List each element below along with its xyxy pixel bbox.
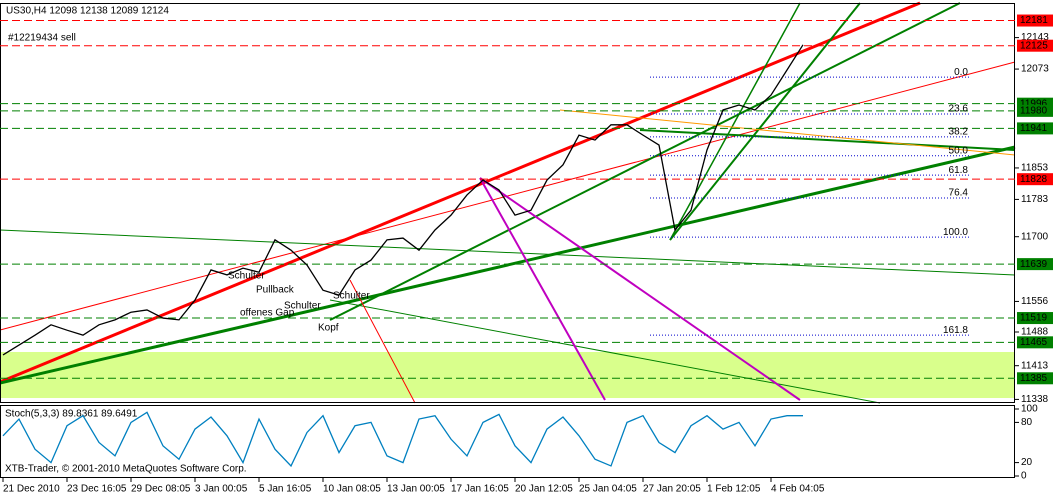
level-tag	[1017, 122, 1053, 135]
level-tag	[1017, 104, 1053, 117]
resistance-line	[479, 177, 606, 401]
fib-label: 76.4	[949, 188, 969, 199]
level-label: 11941	[1020, 123, 1048, 134]
fan-line	[329, 299, 881, 404]
level-tag	[1017, 372, 1053, 385]
y-tick-label: 100	[1021, 404, 1038, 415]
order-label: #12219434 sell	[8, 33, 76, 44]
y-tick-label: 20	[1021, 457, 1033, 468]
fan-line	[0, 229, 1016, 276]
level-label: 11385	[1020, 373, 1048, 384]
fib-label: 38.2	[949, 127, 969, 138]
pattern-annotation: Schulter	[333, 291, 370, 302]
channel-line	[0, 1, 921, 384]
support-line	[329, 2, 961, 321]
level-label: 11465	[1020, 337, 1048, 348]
x-tick-label: 10 Jan 08:05	[323, 484, 381, 495]
level-label: 12125	[1020, 40, 1048, 51]
level-tag	[1017, 312, 1053, 325]
y-tick-label: 11413	[1021, 360, 1049, 371]
x-tick-label: 25 Jan 04:05	[579, 484, 637, 495]
x-tick-label: 13 Jan 00:05	[387, 484, 445, 495]
y-tick-label: 11700	[1021, 231, 1049, 242]
y-tick-label: 11338	[1021, 394, 1049, 405]
pattern-annotation: Schulter	[284, 301, 321, 312]
fib-label: 50.0	[949, 145, 969, 156]
price-line	[2, 44, 804, 356]
price-line	[2, 411, 803, 468]
x-tick-label: 27 Jan 20:05	[643, 484, 701, 495]
fan-line	[669, 2, 801, 241]
fib-label: 161.8	[943, 325, 968, 336]
x-tick-label: 1 Feb 12:05	[707, 484, 761, 495]
level-tag	[1017, 336, 1053, 349]
x-tick-label: 29 Dec 08:05	[131, 484, 191, 495]
x-tick-label: 23 Dec 16:05	[67, 484, 127, 495]
stoch-title: Stoch(5,3,3) 89.8361 89.6491	[5, 409, 138, 420]
y-tick-label: 11556	[1021, 296, 1049, 307]
y-tick-label: 0	[1021, 471, 1027, 482]
fan-line	[669, 2, 861, 241]
level-label: 11519	[1020, 313, 1048, 324]
support-zone	[0, 352, 1015, 398]
x-tick-label: 3 Jan 00:05	[195, 484, 248, 495]
x-tick-label: 5 Jan 16:05	[259, 484, 312, 495]
level-tag	[1017, 258, 1053, 271]
orange-line	[559, 109, 1016, 156]
fib-label: 100.0	[943, 227, 968, 238]
x-tick-label: 21 Dec 2010	[3, 484, 60, 495]
y-tick-label: 11783	[1021, 194, 1049, 205]
level-label: 12181	[1020, 15, 1048, 26]
symbol-info: US30,H4 12098 12138 12089 12124	[6, 6, 169, 17]
y-tick-label: 11488	[1021, 327, 1049, 338]
level-label: 11996	[1020, 98, 1048, 109]
pattern-annotation: Kopf	[318, 323, 339, 334]
level-label: 11828	[1020, 174, 1048, 185]
pattern-annotation: offenes Gap	[240, 308, 295, 319]
x-tick-label: 17 Jan 16:05	[451, 484, 509, 495]
fib-label: 23.6	[949, 104, 969, 115]
stoch-frame	[0, 405, 1015, 478]
x-tick-label: 20 Jan 12:05	[515, 484, 573, 495]
main-frame	[0, 3, 1015, 403]
y-tick-label: 80	[1021, 417, 1033, 428]
trend-lines	[0, 1, 1016, 404]
fib-label: 0.0	[954, 67, 968, 78]
fib-label: 61.8	[949, 165, 969, 176]
y-tick-label: 11853	[1021, 163, 1049, 174]
footer: XTB-Trader, © 2001-2010 MetaQuotes Softw…	[5, 464, 247, 475]
y-tick-label: 12073	[1021, 64, 1049, 75]
pattern-annotation: Schulter	[228, 271, 265, 282]
support-line	[0, 145, 1016, 385]
level-label: 11639	[1020, 259, 1048, 270]
level-tag	[1017, 14, 1053, 27]
x-tick-label: 4 Feb 04:05	[771, 484, 825, 495]
thin-line	[349, 279, 416, 404]
level-tag	[1017, 173, 1053, 186]
y-tick-label: 12143	[1021, 32, 1049, 43]
level-label: 11980	[1020, 106, 1048, 117]
resistance-line	[479, 177, 801, 401]
pattern-annotation: Pullback	[256, 285, 295, 296]
support-line	[639, 129, 1016, 151]
level-tag	[1017, 39, 1053, 52]
